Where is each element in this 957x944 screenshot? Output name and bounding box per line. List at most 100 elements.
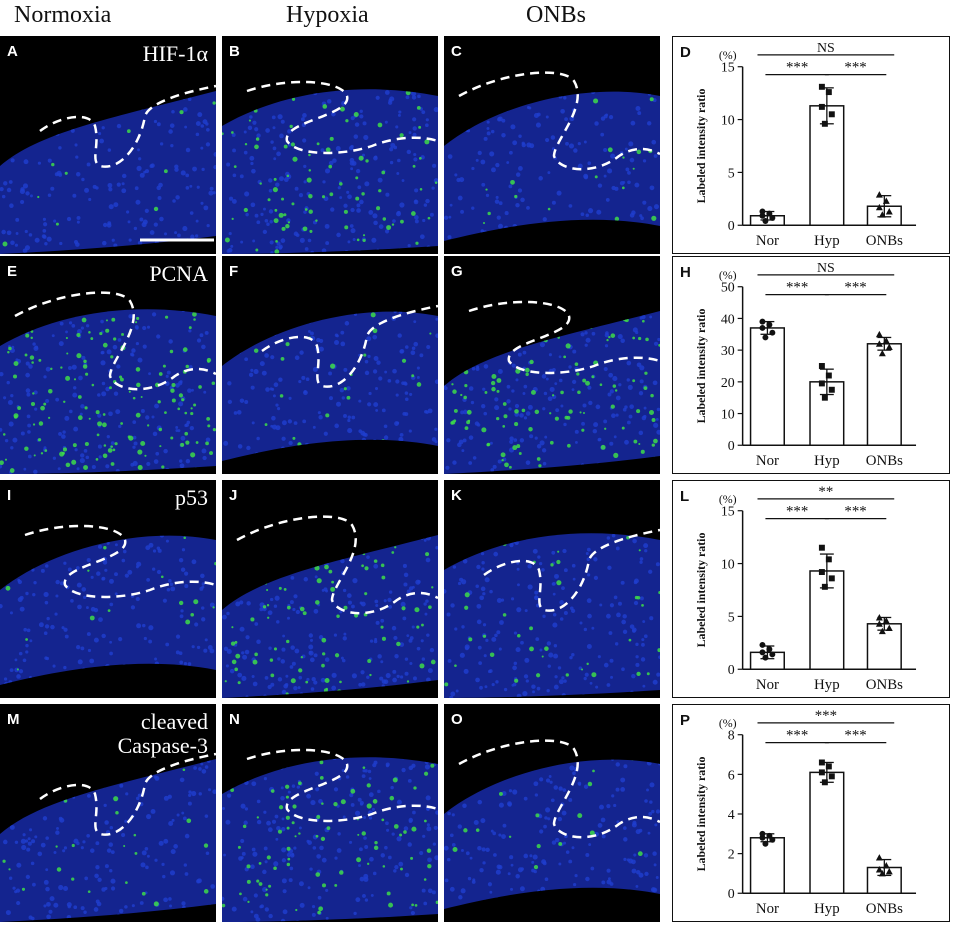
significance-label: *** [786,60,808,76]
bar-chart-d: 0 5 10 15 (%) Labeled intensity ratio Nor Hyp ON… [672,36,950,254]
data-point [885,867,893,875]
y-tick-label: 0 [728,439,735,454]
micrograph-image [444,71,660,241]
data-point [875,854,883,861]
significance-label: *** [786,728,808,744]
significance-label: *** [815,708,837,724]
y-tick-label: 5 [728,166,735,181]
micrograph-panel-a: A HIF-1α [0,36,216,254]
data-point [821,779,828,786]
chart-panel-label: P [680,712,691,729]
data-point [875,620,883,627]
micrograph-image [222,304,438,461]
y-tick-label: 10 [721,558,735,573]
data-point [882,617,890,624]
micrograph-image [444,528,660,698]
significance-label: ** [818,484,833,500]
data-point [818,83,825,90]
bar-chart-h: 0 10 20 30 40 50 (%) Labeled intensity ratio Nor… [672,256,950,474]
y-unit-label: (%) [719,268,737,282]
y-unit-label: (%) [719,492,737,506]
x-tick-label: Hyp [814,901,840,917]
x-tick-label: Nor [756,233,779,249]
chart-panel-label: H [680,264,691,281]
data-point [818,380,825,387]
significance-label: *** [786,504,808,520]
significance-label: *** [844,60,866,76]
y-tick-label: 0 [728,219,735,234]
x-tick-label: ONBs [866,453,903,469]
data-point [875,866,883,873]
panel-label: A [7,43,18,60]
micrograph-panel-c: C [444,36,660,254]
bar-nor [749,327,785,446]
significance-label: NS [817,261,835,276]
significance-label: *** [786,280,808,296]
data-point [878,869,886,877]
micrograph-panel-e: E PCNA [0,256,216,474]
stain-marker-label: HIF-1α [142,41,208,66]
data-point [825,89,832,96]
bar-onbs [866,343,902,446]
data-point [885,208,893,215]
y-axis-label: Labeled intensity ratio [694,533,708,648]
data-point [762,218,769,225]
y-tick-label: 5 [728,610,735,625]
bar-chart-l: 0 5 10 15 (%) Labeled intensity ratio Nor Hyp ON… [672,480,950,698]
data-point [882,197,890,204]
data-point [818,363,825,369]
col-header-onbs: ONBs [526,2,587,28]
data-point [759,649,766,656]
y-unit-label: (%) [719,48,737,62]
micrograph-image [0,524,216,685]
chart-panel-label: D [680,44,691,61]
micrograph-image [222,748,438,922]
panel-label: I [7,487,12,504]
micrograph-panel-o: O [444,704,660,922]
data-point [762,334,769,341]
y-axis-label: Labeled intensity ratio [694,309,708,424]
significance-label: *** [844,728,866,744]
data-point [766,321,773,328]
stain-marker-label: cleaved Caspase-3 [117,709,208,758]
data-point [875,191,883,198]
panel-label: G [451,263,463,280]
data-point [818,569,825,575]
data-point [766,832,773,839]
data-point [769,329,776,336]
data-point [766,210,773,217]
data-point [875,203,883,211]
bar-onbs [866,866,902,894]
x-tick-label: ONBs [866,677,903,693]
data-point [828,773,835,780]
y-axis-label: Labeled intensity ratio [694,757,708,872]
x-tick-label: ONBs [866,233,903,249]
x-tick-label: ONBs [866,901,903,917]
data-point [759,641,766,648]
data-point [875,614,883,621]
y-tick-label: 8 [728,729,735,744]
y-tick-label: 0 [728,663,735,678]
panel-label: K [451,487,462,504]
y-axis-label: Labeled intensity ratio [694,89,708,204]
panel-label: M [7,711,20,728]
micrograph-image [0,291,216,474]
data-point [759,212,766,219]
micrograph-panel-f: F [222,256,438,474]
col-header-hypoxia: Hypoxia [286,2,369,28]
data-point [825,556,832,563]
x-tick-label: Hyp [814,233,840,249]
data-point [878,211,886,218]
micrograph-panel-k: K [444,480,660,698]
panel-label: O [451,711,463,728]
micrograph-image [222,515,438,698]
micrograph-image [444,300,660,474]
y-tick-label: 0 [728,887,735,902]
micrograph-panel-g: G [444,256,660,474]
x-tick-label: Nor [756,677,779,693]
data-point [828,575,835,582]
data-point [885,343,893,350]
data-point [875,340,883,347]
y-tick-label: 15 [721,61,735,76]
